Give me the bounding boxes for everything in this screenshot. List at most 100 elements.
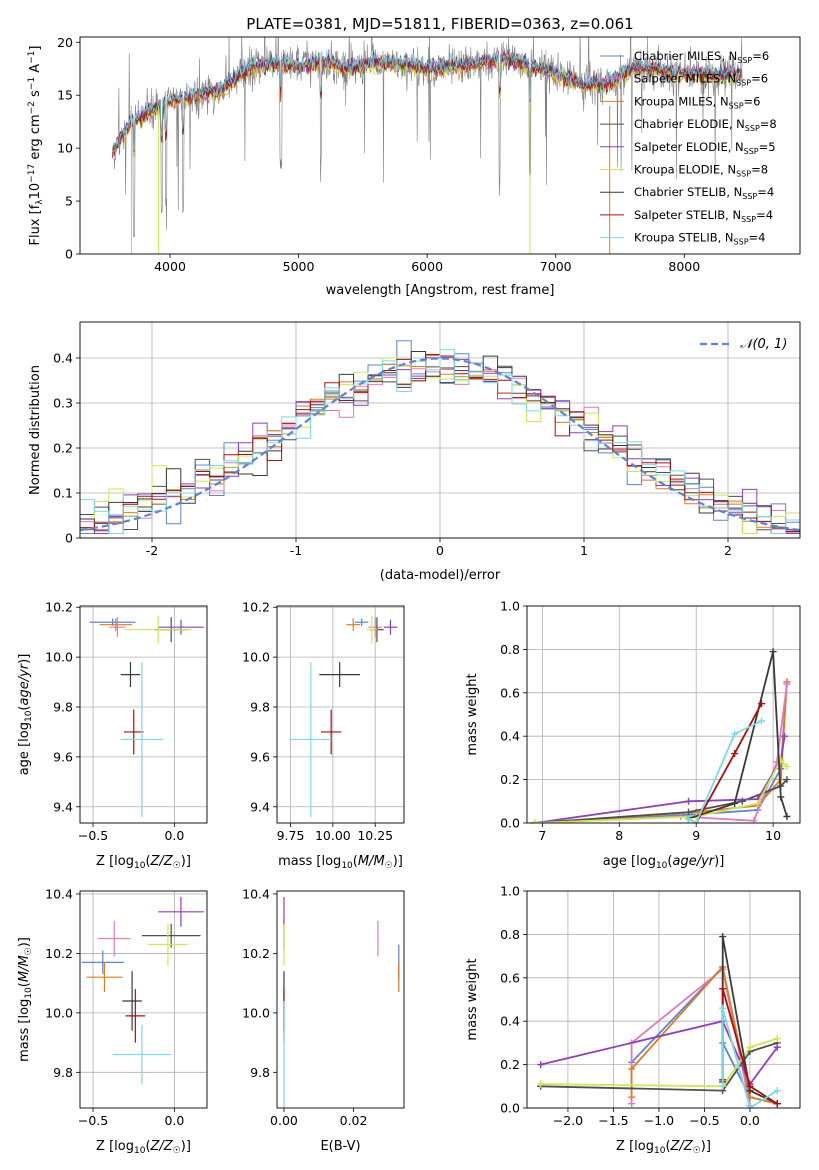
x-tick-label: 0.0: [740, 1113, 760, 1128]
legend-label: Salpeter ELODIE, NSSP=5: [634, 140, 776, 156]
y-tick-label: 10.4: [45, 886, 73, 901]
weight-marker: [773, 1043, 781, 1051]
weight-vs-age-plot-area: [531, 648, 791, 823]
legend-label: 𝒩(0, 1): [740, 337, 787, 352]
x-tick-label: 0.00: [270, 1113, 298, 1128]
y-axis-label: age [log10(age/yr)]: [17, 654, 34, 776]
weight-marker: [531, 819, 539, 823]
weight-marker: [754, 799, 762, 807]
age-vs-mass-plot-area: [290, 615, 398, 817]
y-tick-label: 10.0: [242, 650, 270, 665]
x-axis-label: E(B-V): [320, 1139, 360, 1154]
y-tick-label: 0.1: [53, 486, 73, 501]
panel-mass-vs-ebv: 0.00 0.02 9.8 10.0 10.2 10.4 E(B-V): [242, 886, 405, 1154]
age-vs-z-plot-area: [89, 615, 204, 817]
x-tick-label: 9: [692, 828, 700, 843]
weight-marker: [537, 1061, 545, 1069]
panel-residuals: -2 -1 0 1 2 0 0.1 0.2 0.3 0.4 (data-model)/error No…: [28, 321, 801, 583]
weight-marker: [758, 700, 766, 708]
x-axis-label: wavelength [Angstrom, rest frame]: [326, 283, 555, 298]
y-tick-label: 0.6: [500, 685, 520, 700]
weight-line-kroupa-stelib: [688, 720, 762, 823]
y-tick-label: 1.0: [500, 599, 520, 614]
y-tick-label: 10.2: [242, 600, 270, 615]
weight-marker: [773, 1100, 781, 1108]
y-axis-label: mass [log10(M/M☉)]: [17, 937, 34, 1062]
histogram-kroupa-elodie: [80, 357, 800, 534]
x-axis-label: mass [log10(M/M☉)]: [278, 854, 403, 871]
y-axis-label: mass weight: [465, 958, 480, 1040]
y-tick-label: 10.4: [242, 886, 270, 901]
weight-marker: [783, 763, 791, 771]
y-tick-label: 0.2: [500, 1057, 520, 1072]
weight-marker: [719, 1082, 727, 1090]
weight-marker: [719, 1004, 727, 1012]
x-tick-label: −0.5: [78, 828, 108, 843]
weight-marker: [746, 1104, 754, 1108]
y-tick-label: 0.0: [500, 1101, 520, 1116]
mass-vs-z-plot-area: [81, 896, 204, 1085]
y-tick-label: 9.6: [250, 749, 270, 764]
x-tick-label: 8: [615, 828, 623, 843]
axes-frame: [276, 890, 405, 1109]
weight-marker: [731, 750, 739, 758]
x-tick-label: 0.0: [164, 828, 184, 843]
y-tick-label: 10.0: [45, 1005, 73, 1020]
panel-age-vs-z: −0.5 0.0 9.4 9.6 9.8 10.0 10.2 Z [log10(Z/Z☉)] a…: [17, 600, 208, 871]
x-tick-label: -1: [290, 543, 302, 558]
y-tick-label: 1.0: [500, 884, 520, 899]
y-axis-label: Normed distribution: [28, 365, 43, 495]
y-axis-label: mass weight: [465, 673, 480, 755]
x-axis-label: Z [log10(Z/Z☉)]: [616, 1139, 711, 1156]
x-tick-label: 5000: [283, 259, 315, 274]
x-tick-label: 0.0: [164, 1113, 184, 1128]
axes-frame: [276, 605, 405, 824]
weight-marker: [719, 933, 727, 941]
x-axis-label: Z [log10(Z/Z☉)]: [96, 854, 191, 871]
weight-marker: [692, 819, 700, 823]
weight-marker: [750, 817, 758, 823]
x-tick-label: 7: [538, 828, 546, 843]
weight-marker: [684, 808, 692, 816]
axes-frame: [79, 36, 801, 255]
y-tick-label: 9.4: [250, 799, 270, 814]
y-tick-label: 10: [57, 141, 73, 156]
x-tick-label: 10: [765, 828, 781, 843]
weight-marker: [684, 815, 692, 823]
x-tick-label: 1: [580, 543, 588, 558]
y-tick-label: 0.6: [500, 970, 520, 985]
x-tick-label: 9.75: [277, 828, 305, 843]
figure-title: PLATE=0381, MJD=51811, FIBERID=0363, z=0…: [246, 15, 633, 33]
weight-marker: [731, 799, 739, 807]
x-tick-label: 8000: [668, 259, 700, 274]
panel-age-vs-mass: 9.75 10.00 10.25 9.4 9.6 9.8 10.0 10.2 mass [log…: [242, 600, 405, 871]
weight-marker: [783, 776, 791, 784]
x-axis-label: age [log10(age/yr)]: [603, 854, 725, 871]
mass-vs-ebv-plot-area: [283, 896, 400, 1108]
x-tick-label: 7000: [540, 259, 572, 274]
legend-label: Kroupa MILES, NSSP=6: [634, 94, 760, 110]
y-tick-label: 9.8: [250, 1065, 270, 1080]
weight-marker: [684, 797, 692, 805]
axes-frame: [79, 890, 208, 1109]
x-tick-label: −1.0: [644, 1113, 674, 1128]
x-tick-label: 0.02: [340, 1113, 368, 1128]
model-spectrum-kroupa-stelib: [112, 49, 742, 153]
y-tick-label: 0.8: [500, 927, 520, 942]
x-tick-label: 10.25: [357, 828, 393, 843]
y-tick-label: 15: [57, 88, 73, 103]
y-tick-label: 20: [57, 35, 73, 50]
weight-marker: [781, 732, 789, 740]
y-tick-label: 0.2: [53, 441, 73, 456]
weight-line-chabrier-elodie: [540, 1042, 778, 1092]
weight-line-kroupa-elodie: [540, 1037, 778, 1088]
y-tick-label: 0.3: [53, 396, 73, 411]
weight-marker: [777, 793, 785, 801]
panel-spectrum: 4000 5000 6000 7000 8000 0 5 10 15 20 wavelength […: [27, 35, 801, 298]
weight-marker: [628, 1065, 636, 1073]
y-axis-label: Flux [fλ10−17 erg cm−2 s−1 A−1]: [27, 46, 45, 246]
weight-marker: [628, 1093, 636, 1101]
y-tick-label: 0.4: [500, 729, 520, 744]
y-tick-label: 0.4: [500, 1014, 520, 1029]
